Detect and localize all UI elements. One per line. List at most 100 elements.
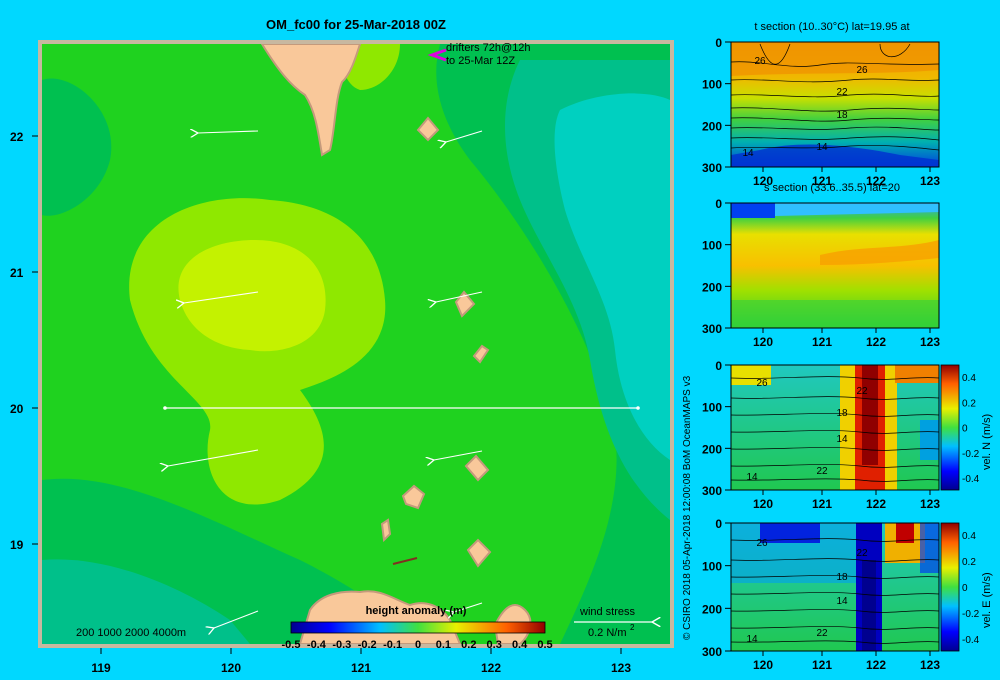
- section-lon-label: 122: [866, 174, 886, 188]
- contour-label: 18: [836, 110, 848, 121]
- colorbar-tick-label: 0.1: [436, 639, 451, 651]
- lon-tick-label: 121: [351, 661, 371, 675]
- depth-legend: 200 1000 2000 4000m: [76, 627, 186, 639]
- velocity-north-panel: 26 22 18 14 14 22 vel. N (m/s) 0.4 0.2 0 -0.2 -0.…: [730, 364, 993, 491]
- section-depth-label: 100: [702, 239, 722, 253]
- section-lon-label: 120: [753, 658, 773, 672]
- contour-label: 14: [746, 472, 758, 483]
- section-depth-label: 0: [715, 36, 722, 50]
- vel-east-colorbar-ticks: 0.4 0.2 0 -0.2 -0.4: [962, 531, 980, 646]
- section-lon-label: 120: [753, 174, 773, 188]
- colorbar-tick-label: 0.4: [512, 639, 528, 651]
- section-depth-label: 100: [702, 560, 722, 574]
- vel-east-label: vel. E (m/s): [981, 572, 993, 628]
- section-lon-label: 123: [920, 497, 940, 511]
- vel-colorbar-tick: 0.2: [962, 557, 976, 568]
- vel-colorbar-tick: -0.2: [962, 449, 980, 460]
- vel-north-colorbar: [940, 364, 960, 491]
- section-depth-label: 0: [715, 517, 722, 531]
- colorbar-tick-label: 0.5: [537, 639, 552, 651]
- vel-north-label: vel. N (m/s): [981, 414, 993, 470]
- section-lon-label: 122: [866, 497, 886, 511]
- credit-text: © CSIRO 2018 05-Apr-2018 12:00:08 BoM Oc…: [682, 375, 693, 640]
- section-depth-label: 0: [715, 359, 722, 373]
- lon-tick-label: 120: [221, 661, 241, 675]
- colorbar-tick-label: -0.1: [383, 639, 402, 651]
- wind-stress-value: 0.2 N/m: [588, 627, 627, 639]
- colorbar-tick-label: -0.4: [307, 639, 327, 651]
- lat-tick-label: 20: [10, 402, 24, 416]
- drifters-label-line1: drifters 72h@12h: [446, 42, 531, 54]
- section-lon-label: 120: [753, 497, 773, 511]
- section-panel-tick-labels: 0 100 200 300 120 121 122 123 0 100 200 300 120 121 12…: [702, 36, 940, 672]
- section-depth-label: 200: [702, 119, 722, 133]
- vel-colorbar-tick: 0: [962, 424, 968, 435]
- map-title: OM_fc00 for 25-Mar-2018 00Z: [266, 17, 446, 32]
- section-depth-label: 200: [702, 442, 722, 456]
- section-lon-label: 123: [920, 658, 940, 672]
- contour-label: 22: [816, 628, 828, 639]
- contour-label: 18: [836, 572, 848, 583]
- vel-north-colorbar-ticks: 0.4 0.2 0 -0.2 -0.4: [962, 373, 980, 485]
- contour-label: 22: [836, 87, 848, 98]
- section-depth-label: 100: [702, 78, 722, 92]
- contour-label: 26: [756, 538, 768, 549]
- height-anomaly-field: [42, 44, 670, 644]
- lon-tick-label: 119: [91, 661, 111, 675]
- drifters-label-line2: to 25-Mar 12Z: [446, 55, 515, 67]
- section-depth-label: 0: [715, 197, 722, 211]
- vel-colorbar-tick: 0.4: [962, 531, 976, 542]
- section-lon-label: 120: [753, 335, 773, 349]
- contour-label: 26: [856, 65, 868, 76]
- section-lon-label: 122: [866, 335, 886, 349]
- lat-tick-label: 19: [10, 538, 24, 552]
- section-depth-label: 200: [702, 602, 722, 616]
- drifter-marker: [427, 48, 447, 62]
- section-depth-label: 300: [702, 645, 722, 659]
- vel-colorbar-tick: -0.4: [962, 635, 980, 646]
- wind-stress-label: wind stress: [579, 606, 636, 618]
- colorbar-tick-label: -0.3: [332, 639, 351, 651]
- vel-east-colorbar: [940, 522, 960, 652]
- contour-label: 26: [754, 56, 766, 67]
- wind-stress-arrows: [168, 131, 483, 628]
- section-depth-label: 100: [702, 401, 722, 415]
- colorbar-tick-label: 0: [415, 639, 421, 651]
- section-lon-label: 121: [812, 497, 832, 511]
- salinity-section-panel: s section (33.6..35.5) lat=20: [730, 182, 940, 329]
- vel-colorbar-tick: 0.4: [962, 373, 976, 384]
- latitude-tick-labels: 22 21 20 19: [10, 130, 38, 552]
- section-lon-label: 122: [866, 658, 886, 672]
- section-lon-label: 121: [812, 335, 832, 349]
- contour-label: 14: [836, 434, 848, 445]
- velocity-east-panel: 26 22 18 14 14 22 vel. E (m/s) 0.4 0.2 0 -0.2 -0.…: [730, 522, 993, 652]
- lat-tick-label: 21: [10, 266, 24, 280]
- colorbar-tick-labels: -0.5 -0.4 -0.3 -0.2 -0.1 0 0.1 0.2 0.3 0.4 0.5: [282, 639, 553, 651]
- vel-colorbar-tick: 0: [962, 583, 968, 594]
- colorbar-tick-label: 0.2: [461, 639, 476, 651]
- salinity-section-title: s section (33.6..35.5) lat=20: [764, 182, 900, 194]
- contour-label: 26: [756, 378, 768, 389]
- contour-label: 22: [856, 548, 868, 559]
- height-anomaly-colorbar: [290, 621, 546, 634]
- lon-tick-label: 122: [481, 661, 501, 675]
- vel-colorbar-tick: -0.4: [962, 474, 980, 485]
- section-lon-label: 121: [812, 658, 832, 672]
- temp-section-title: t section (10..30°C) lat=19.95 at: [754, 21, 909, 33]
- section-depth-label: 300: [702, 322, 722, 336]
- contour-label: 14: [746, 634, 758, 645]
- colorbar-tick-label: -0.2: [358, 639, 377, 651]
- contour-label: 18: [836, 408, 848, 419]
- contour-label: 22: [856, 386, 868, 397]
- contour-label: 14: [836, 596, 848, 607]
- wind-stress-exponent: 2: [630, 623, 635, 632]
- lat-tick-label: 22: [10, 130, 24, 144]
- contour-label: 22: [816, 466, 828, 477]
- section-lon-label: 123: [920, 174, 940, 188]
- colorbar-title: height anomaly (m): [366, 605, 467, 617]
- section-depth-label: 300: [702, 484, 722, 498]
- temperature-section-panel: t section (10..30°C) lat=19.95 at 26 26 22…: [730, 21, 940, 168]
- section-lon-label: 123: [920, 335, 940, 349]
- vel-colorbar-tick: -0.2: [962, 609, 980, 620]
- contour-label: 14: [742, 148, 754, 159]
